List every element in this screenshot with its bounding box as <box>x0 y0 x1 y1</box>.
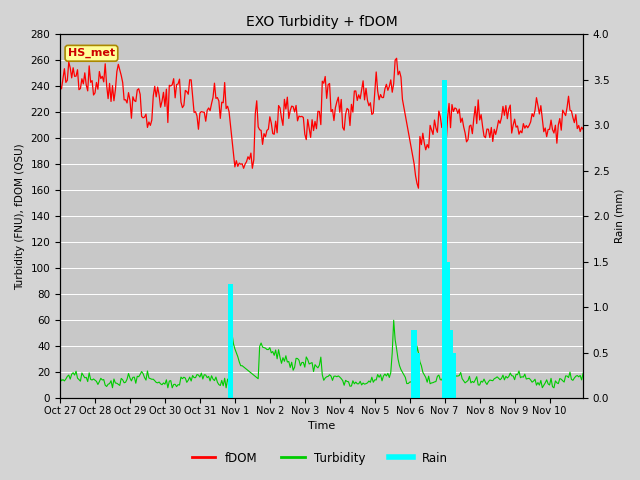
Title: EXO Turbidity + fDOM: EXO Turbidity + fDOM <box>246 15 397 29</box>
X-axis label: Time: Time <box>308 421 335 432</box>
Bar <box>445 262 451 398</box>
Text: HS_met: HS_met <box>68 48 115 59</box>
Legend: fDOM, Turbidity, Rain: fDOM, Turbidity, Rain <box>187 447 453 469</box>
Y-axis label: Rain (mm): Rain (mm) <box>615 189 625 243</box>
Y-axis label: Turbidity (FNU), fDOM (QSU): Turbidity (FNU), fDOM (QSU) <box>15 143 25 289</box>
Bar <box>451 353 456 398</box>
Bar <box>448 330 453 398</box>
Bar <box>442 80 447 398</box>
Bar <box>412 330 417 398</box>
Bar <box>414 353 420 398</box>
Bar <box>228 285 234 398</box>
